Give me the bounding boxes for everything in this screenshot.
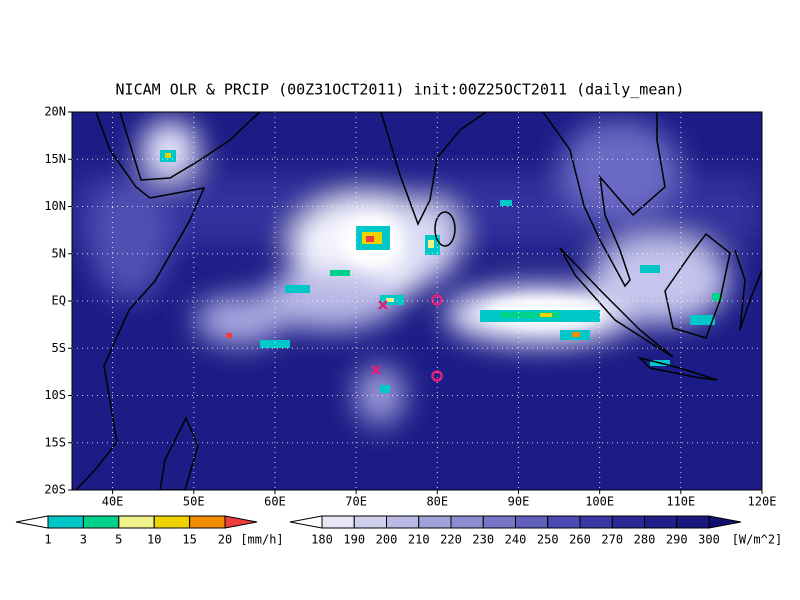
- lat-label: 20N: [44, 105, 66, 119]
- colorbar-label: 280: [634, 533, 656, 547]
- colorbar-cell: [82, 515, 120, 529]
- colorbar-end: [289, 515, 323, 529]
- colorbar-cell: [644, 515, 678, 529]
- colorbar-label: 200: [376, 533, 398, 547]
- colorbar-label: 190: [343, 533, 365, 547]
- lat-label: 10S: [44, 388, 66, 402]
- lon-label: 90E: [508, 495, 530, 509]
- colorbar-cell: [418, 515, 452, 529]
- colorbar-cell: [47, 515, 84, 529]
- colorbar-label: 10: [147, 533, 161, 547]
- colorbar-cell: [515, 515, 549, 529]
- colorbar-cell: [118, 515, 155, 529]
- colorbar-cell: [547, 515, 581, 529]
- map-title: NICAM OLR & PRCIP (00Z31OCT2011) init:00…: [116, 81, 685, 99]
- lon-label: 50E: [183, 495, 205, 509]
- colorbar-cell: [450, 515, 484, 529]
- colorbars: 1 3 5 10 15 20 [mm/h] 180 190 200 210 220 230 240 250 2…: [15, 515, 783, 547]
- lat-label: EQ: [52, 294, 66, 308]
- colorbar-label: 240: [505, 533, 527, 547]
- colorbar-cell: [153, 515, 191, 529]
- lat-label: 15S: [44, 435, 66, 449]
- colorbar-label: 210: [408, 533, 430, 547]
- lon-label: 40E: [102, 495, 124, 509]
- colorbar-end: [708, 515, 742, 529]
- colorbar-end: [224, 515, 258, 529]
- lon-label: 70E: [345, 495, 367, 509]
- lat-label: 20S: [44, 483, 66, 497]
- colorbar-cell: [611, 515, 645, 529]
- colorbar-unit: [W/m^2]: [732, 533, 783, 547]
- colorbar-label: 230: [472, 533, 494, 547]
- lat-label: 5N: [52, 246, 66, 260]
- colorbar-cell: [579, 515, 613, 529]
- colorbar-unit: [mm/h]: [240, 533, 283, 547]
- colorbar-cell: [482, 515, 516, 529]
- colorbar-label: 5: [115, 533, 122, 547]
- lat-label: 10N: [44, 199, 66, 213]
- colorbar-label: 270: [601, 533, 623, 547]
- colorbar-cell: [321, 515, 355, 529]
- colorbar-label: 180: [311, 533, 333, 547]
- lon-label: 110E: [666, 495, 695, 509]
- lat-label: 5S: [52, 341, 66, 355]
- lat-label: 15N: [44, 152, 66, 166]
- lon-label: 100E: [585, 495, 614, 509]
- colorbar-label: 250: [537, 533, 559, 547]
- lon-label: 120E: [748, 495, 777, 509]
- colorbar-end: [15, 515, 49, 529]
- colorbar-label: 1: [44, 533, 51, 547]
- colorbar-label: 260: [569, 533, 591, 547]
- colorbar-cell: [353, 515, 387, 529]
- lon-label: 80E: [426, 495, 448, 509]
- lon-label: 60E: [264, 495, 286, 509]
- colorbar-label: 20: [218, 533, 232, 547]
- colorbar-cell: [189, 515, 226, 529]
- storm-markers: [371, 294, 443, 382]
- colorbar-cell: [676, 515, 710, 529]
- coastlines: [75, 112, 762, 490]
- colorbar-label: 290: [666, 533, 688, 547]
- graticule: [72, 112, 762, 490]
- colorbar-label: 3: [80, 533, 87, 547]
- colorbar-label: 300: [698, 533, 720, 547]
- colorbar-label: 15: [182, 533, 196, 547]
- colorbar-label: 220: [440, 533, 462, 547]
- colorbar-cell: [386, 515, 420, 529]
- axis-labels: 20N 15N 10N 5N EQ 5S 10S 15S 20S 40E 50E 60E 70E 80E 9…: [44, 105, 776, 509]
